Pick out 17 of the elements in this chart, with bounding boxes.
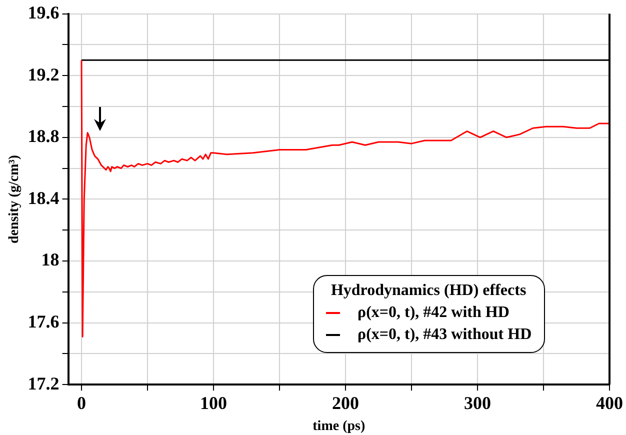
y-tick-label: 18.8 <box>28 126 60 146</box>
y-axis-title: density (g/cm³) <box>7 154 22 244</box>
x-tick-label: 0 <box>77 393 86 414</box>
y-tick-label: 17.2 <box>28 373 60 394</box>
y-tick-label: 18 <box>41 250 60 270</box>
x-tick-label: 100 <box>200 393 227 414</box>
y-tick-label: 17.6 <box>28 311 60 332</box>
legend-title: Hydrodynamics (HD) effects <box>330 280 528 301</box>
x-tick-label: 300 <box>464 393 491 414</box>
x-tick-label: 400 <box>596 393 623 414</box>
y-tick-label: 19.2 <box>28 64 60 84</box>
y-tick-label: 18.4 <box>28 188 60 208</box>
x-tick-label: 200 <box>332 393 359 414</box>
y-tick-label: 19.6 <box>28 2 60 22</box>
x-axis-title: time (ps) <box>312 419 366 434</box>
legend-label: ρ(x=0, t), #42 with HD <box>358 302 510 323</box>
legend-label: ρ(x=0, t), #43 without HD <box>358 324 532 345</box>
